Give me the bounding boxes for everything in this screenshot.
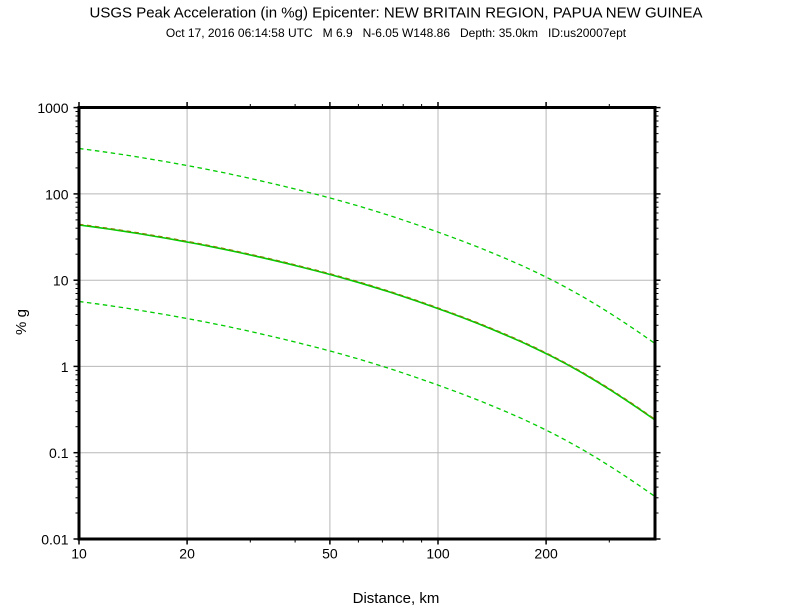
svg-text:Distance, km: Distance, km — [353, 590, 440, 607]
svg-text:0.01: 0.01 — [41, 532, 68, 548]
svg-text:1000: 1000 — [37, 100, 68, 116]
svg-text:50: 50 — [322, 546, 338, 562]
svg-text:Oct 17, 2016 06:14:58 UTC M: Oct 17, 2016 06:14:58 UTC M 6.9 N-6.05 W… — [166, 26, 627, 40]
svg-text:100: 100 — [426, 546, 450, 562]
svg-text:% g: % g — [13, 309, 30, 335]
svg-text:200: 200 — [534, 546, 558, 562]
svg-text:100: 100 — [45, 186, 69, 202]
svg-text:USGS Peak Acceleration (in %g): USGS Peak Acceleration (in %g) Epicenter… — [90, 5, 703, 22]
svg-text:20: 20 — [179, 546, 195, 562]
svg-text:0.1: 0.1 — [49, 445, 69, 461]
svg-text:1: 1 — [61, 359, 69, 375]
svg-text:10: 10 — [71, 546, 87, 562]
svg-text:10: 10 — [53, 273, 69, 289]
